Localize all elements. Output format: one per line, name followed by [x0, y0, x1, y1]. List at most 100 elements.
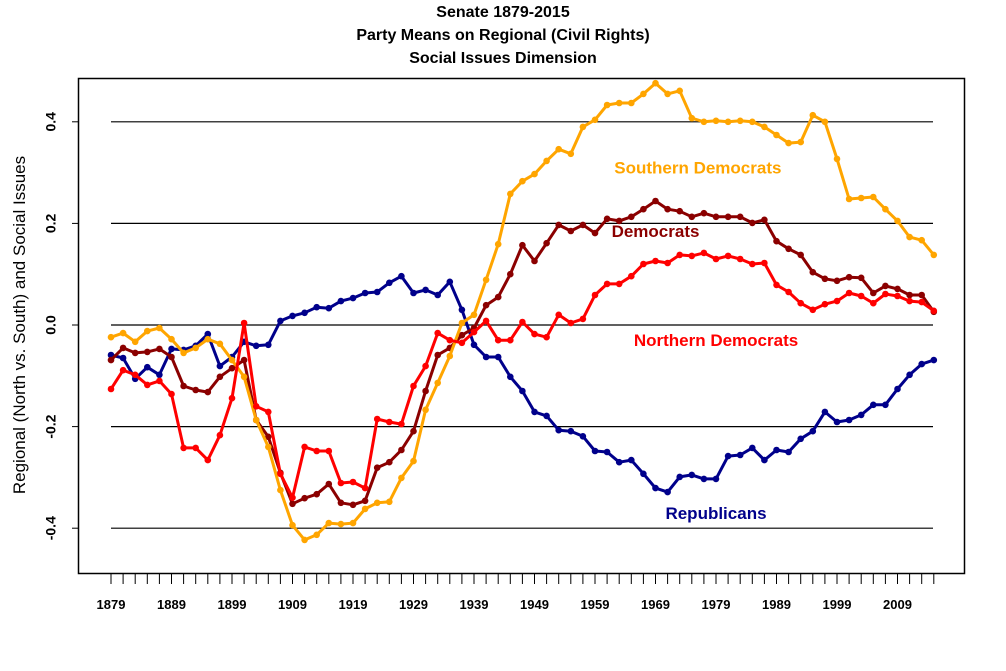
southern-democrats-point: [736, 117, 744, 125]
democrats-point: [628, 213, 635, 221]
republicans-point: [216, 362, 224, 370]
republicans-point: [168, 345, 175, 353]
chart-title: Senate 1879-2015: [436, 4, 570, 21]
northern-democrats-point: [398, 420, 405, 428]
southern-democrats-point: [724, 118, 732, 126]
republicans-point: [313, 303, 321, 311]
southern-democrats-point: [265, 443, 272, 451]
republicans-point: [664, 488, 671, 496]
democrats-point: [615, 217, 623, 225]
series-republicans: [107, 272, 938, 496]
southern-democrats-point: [144, 327, 151, 335]
southern-democrats-point: [785, 139, 792, 147]
republicans-point: [894, 385, 901, 393]
northern-democrats-point: [494, 336, 502, 344]
southern-democrats-point: [240, 373, 248, 381]
democrats-point: [749, 219, 756, 227]
southern-democrats-point: [349, 519, 357, 527]
southern-democrats-point: [603, 101, 611, 109]
republicans-point: [761, 456, 768, 464]
northern-democrats-point: [204, 456, 212, 464]
democrats-point: [204, 388, 212, 396]
x-tick-label: 1889: [157, 597, 186, 612]
democrats-point: [845, 273, 853, 281]
northern-democrats-point: [119, 366, 127, 374]
southern-democrats-point: [519, 177, 526, 185]
southern-democrats-point: [313, 531, 321, 539]
southern-democrats-point: [870, 193, 877, 201]
northern-democrats-point: [180, 444, 187, 452]
y-tick-label: -0.2: [43, 414, 59, 438]
northern-democrats-point: [870, 299, 877, 307]
republicans-point: [252, 342, 260, 350]
democrats-point: [361, 497, 369, 505]
southern-democrats-point: [894, 217, 901, 225]
northern-democrats-point: [773, 281, 780, 289]
democrats-point: [240, 356, 248, 364]
republicans-point: [712, 475, 720, 483]
southern-democrats-point: [470, 311, 478, 319]
democrats-point: [410, 427, 417, 435]
southern-democrats-point: [216, 340, 224, 348]
northern-democrats-point: [676, 251, 683, 259]
northern-democrats-point: [821, 300, 829, 308]
northern-democrats-point: [482, 317, 490, 325]
republicans-point: [773, 446, 780, 454]
republicans-point: [628, 456, 635, 464]
democrats-point: [301, 494, 308, 502]
southern-democrats-point: [700, 118, 708, 126]
republicans-point: [797, 435, 804, 443]
democrats-point: [652, 197, 659, 205]
northern-democrats-point: [386, 418, 393, 426]
republicans-point: [494, 353, 502, 361]
northern-democrats-point: [736, 255, 744, 263]
northern-democrats-point: [797, 299, 804, 307]
northern-democrats-point: [265, 408, 272, 416]
x-tick-label: 2009: [883, 597, 912, 612]
southern-democrats-point: [555, 145, 562, 153]
republicans-point: [519, 387, 526, 395]
southern-democrats-point: [507, 190, 514, 198]
southern-democrats-point: [930, 251, 938, 259]
democrats-point: [216, 373, 224, 381]
southern-democrats-point: [289, 521, 296, 529]
democrats-point: [289, 500, 296, 508]
republicans-point: [857, 411, 865, 419]
republicans-point: [845, 416, 853, 424]
democrats-point: [180, 382, 187, 390]
northern-democrats-point: [664, 259, 671, 267]
northern-democrats-point: [422, 362, 429, 370]
y-tick-label: -0.4: [43, 516, 59, 540]
republicans-point: [579, 433, 587, 440]
northern-democrats-point: [277, 470, 284, 478]
republicans-point: [361, 289, 369, 297]
republicans-point: [676, 473, 683, 481]
northern-democrats-point: [579, 315, 587, 323]
republicans-point: [507, 373, 514, 381]
northern-democrats-point: [240, 319, 248, 327]
northern-democrats-point: [700, 249, 708, 257]
republicans-point: [591, 447, 599, 455]
southern-democrats-point: [494, 240, 502, 248]
republicans-point: [301, 309, 308, 317]
southern-democrats-point: [567, 150, 575, 158]
republicans-point: [204, 330, 212, 338]
series-labels: Republicans Democrats Southern Democrats No…: [612, 159, 799, 523]
northern-democrats-point: [930, 307, 938, 315]
republicans-point: [349, 294, 357, 302]
democrats-point: [724, 213, 732, 221]
y-tick-label: 0.0: [43, 315, 59, 335]
x-axis: 1879 1889 1899 1909 1919 1929 1939 1949 1959 1969…: [97, 574, 935, 612]
republicans-point: [422, 286, 429, 294]
northern-democrats-point: [615, 280, 623, 288]
southern-democrats-point: [664, 90, 671, 98]
southern-democrats-point: [773, 131, 780, 139]
southern-democrats-point: [180, 349, 187, 357]
northern-democrats-point: [131, 371, 139, 379]
democrats-point: [688, 213, 696, 221]
southern-democrats-point: [386, 498, 393, 506]
republicans-point: [930, 356, 938, 364]
democrats-point: [736, 213, 744, 221]
southern-democrats-point: [192, 344, 199, 352]
republicans-point: [603, 448, 611, 456]
